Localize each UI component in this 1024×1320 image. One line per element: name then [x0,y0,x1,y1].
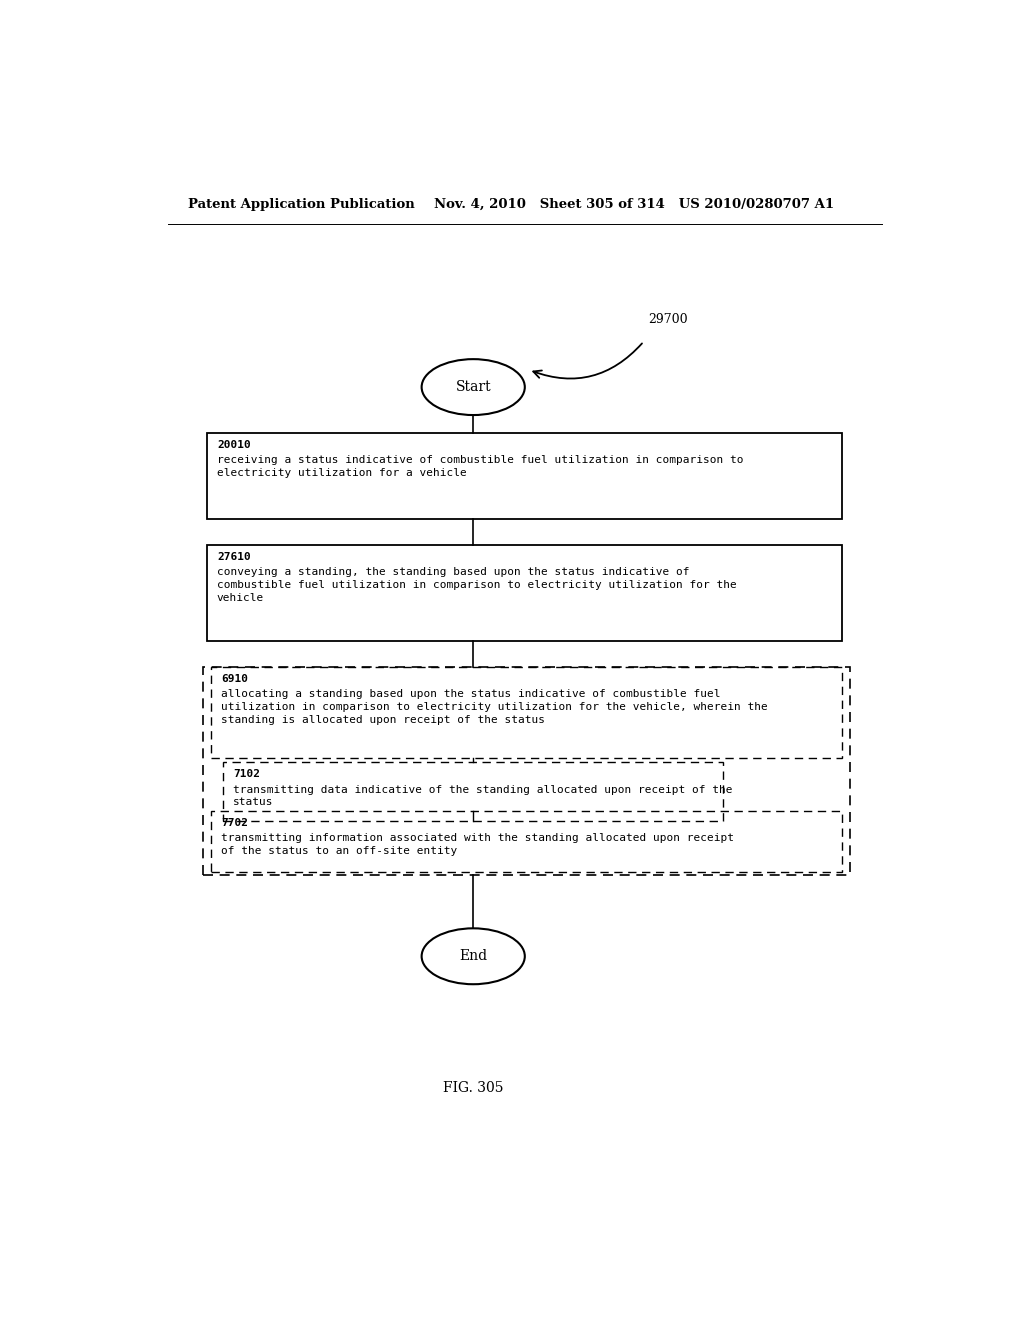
Text: conveying a standing, the standing based upon the status indicative of
combustib: conveying a standing, the standing based… [217,568,736,603]
Text: Patent Application Publication: Patent Application Publication [187,198,415,211]
Text: 20010: 20010 [217,440,251,450]
FancyArrowPatch shape [534,343,642,379]
Text: 7102: 7102 [232,770,260,779]
Text: 29700: 29700 [648,313,687,326]
Text: receiving a status indicative of combustible fuel utilization in comparison to
e: receiving a status indicative of combust… [217,455,743,478]
Text: 6910: 6910 [221,673,248,684]
Bar [207,545,843,642]
Bar [204,667,850,875]
Text: allocating a standing based upon the status indicative of combustible fuel
utili: allocating a standing based upon the sta… [221,689,768,725]
Bar [223,762,723,821]
Bar [211,810,842,873]
Text: Nov. 4, 2010   Sheet 305 of 314   US 2010/0280707 A1: Nov. 4, 2010 Sheet 305 of 314 US 2010/02… [433,198,834,211]
Text: transmitting data indicative of the standing allocated upon receipt of the
statu: transmitting data indicative of the stan… [232,784,732,808]
Text: 27610: 27610 [217,552,251,562]
Text: transmitting information associated with the standing allocated upon receipt
of : transmitting information associated with… [221,833,734,857]
Text: End: End [459,949,487,964]
Text: FIG. 305: FIG. 305 [443,1081,504,1096]
Bar [211,667,842,758]
Text: Start: Start [456,380,492,395]
Text: 7702: 7702 [221,818,248,828]
Bar [207,433,843,519]
